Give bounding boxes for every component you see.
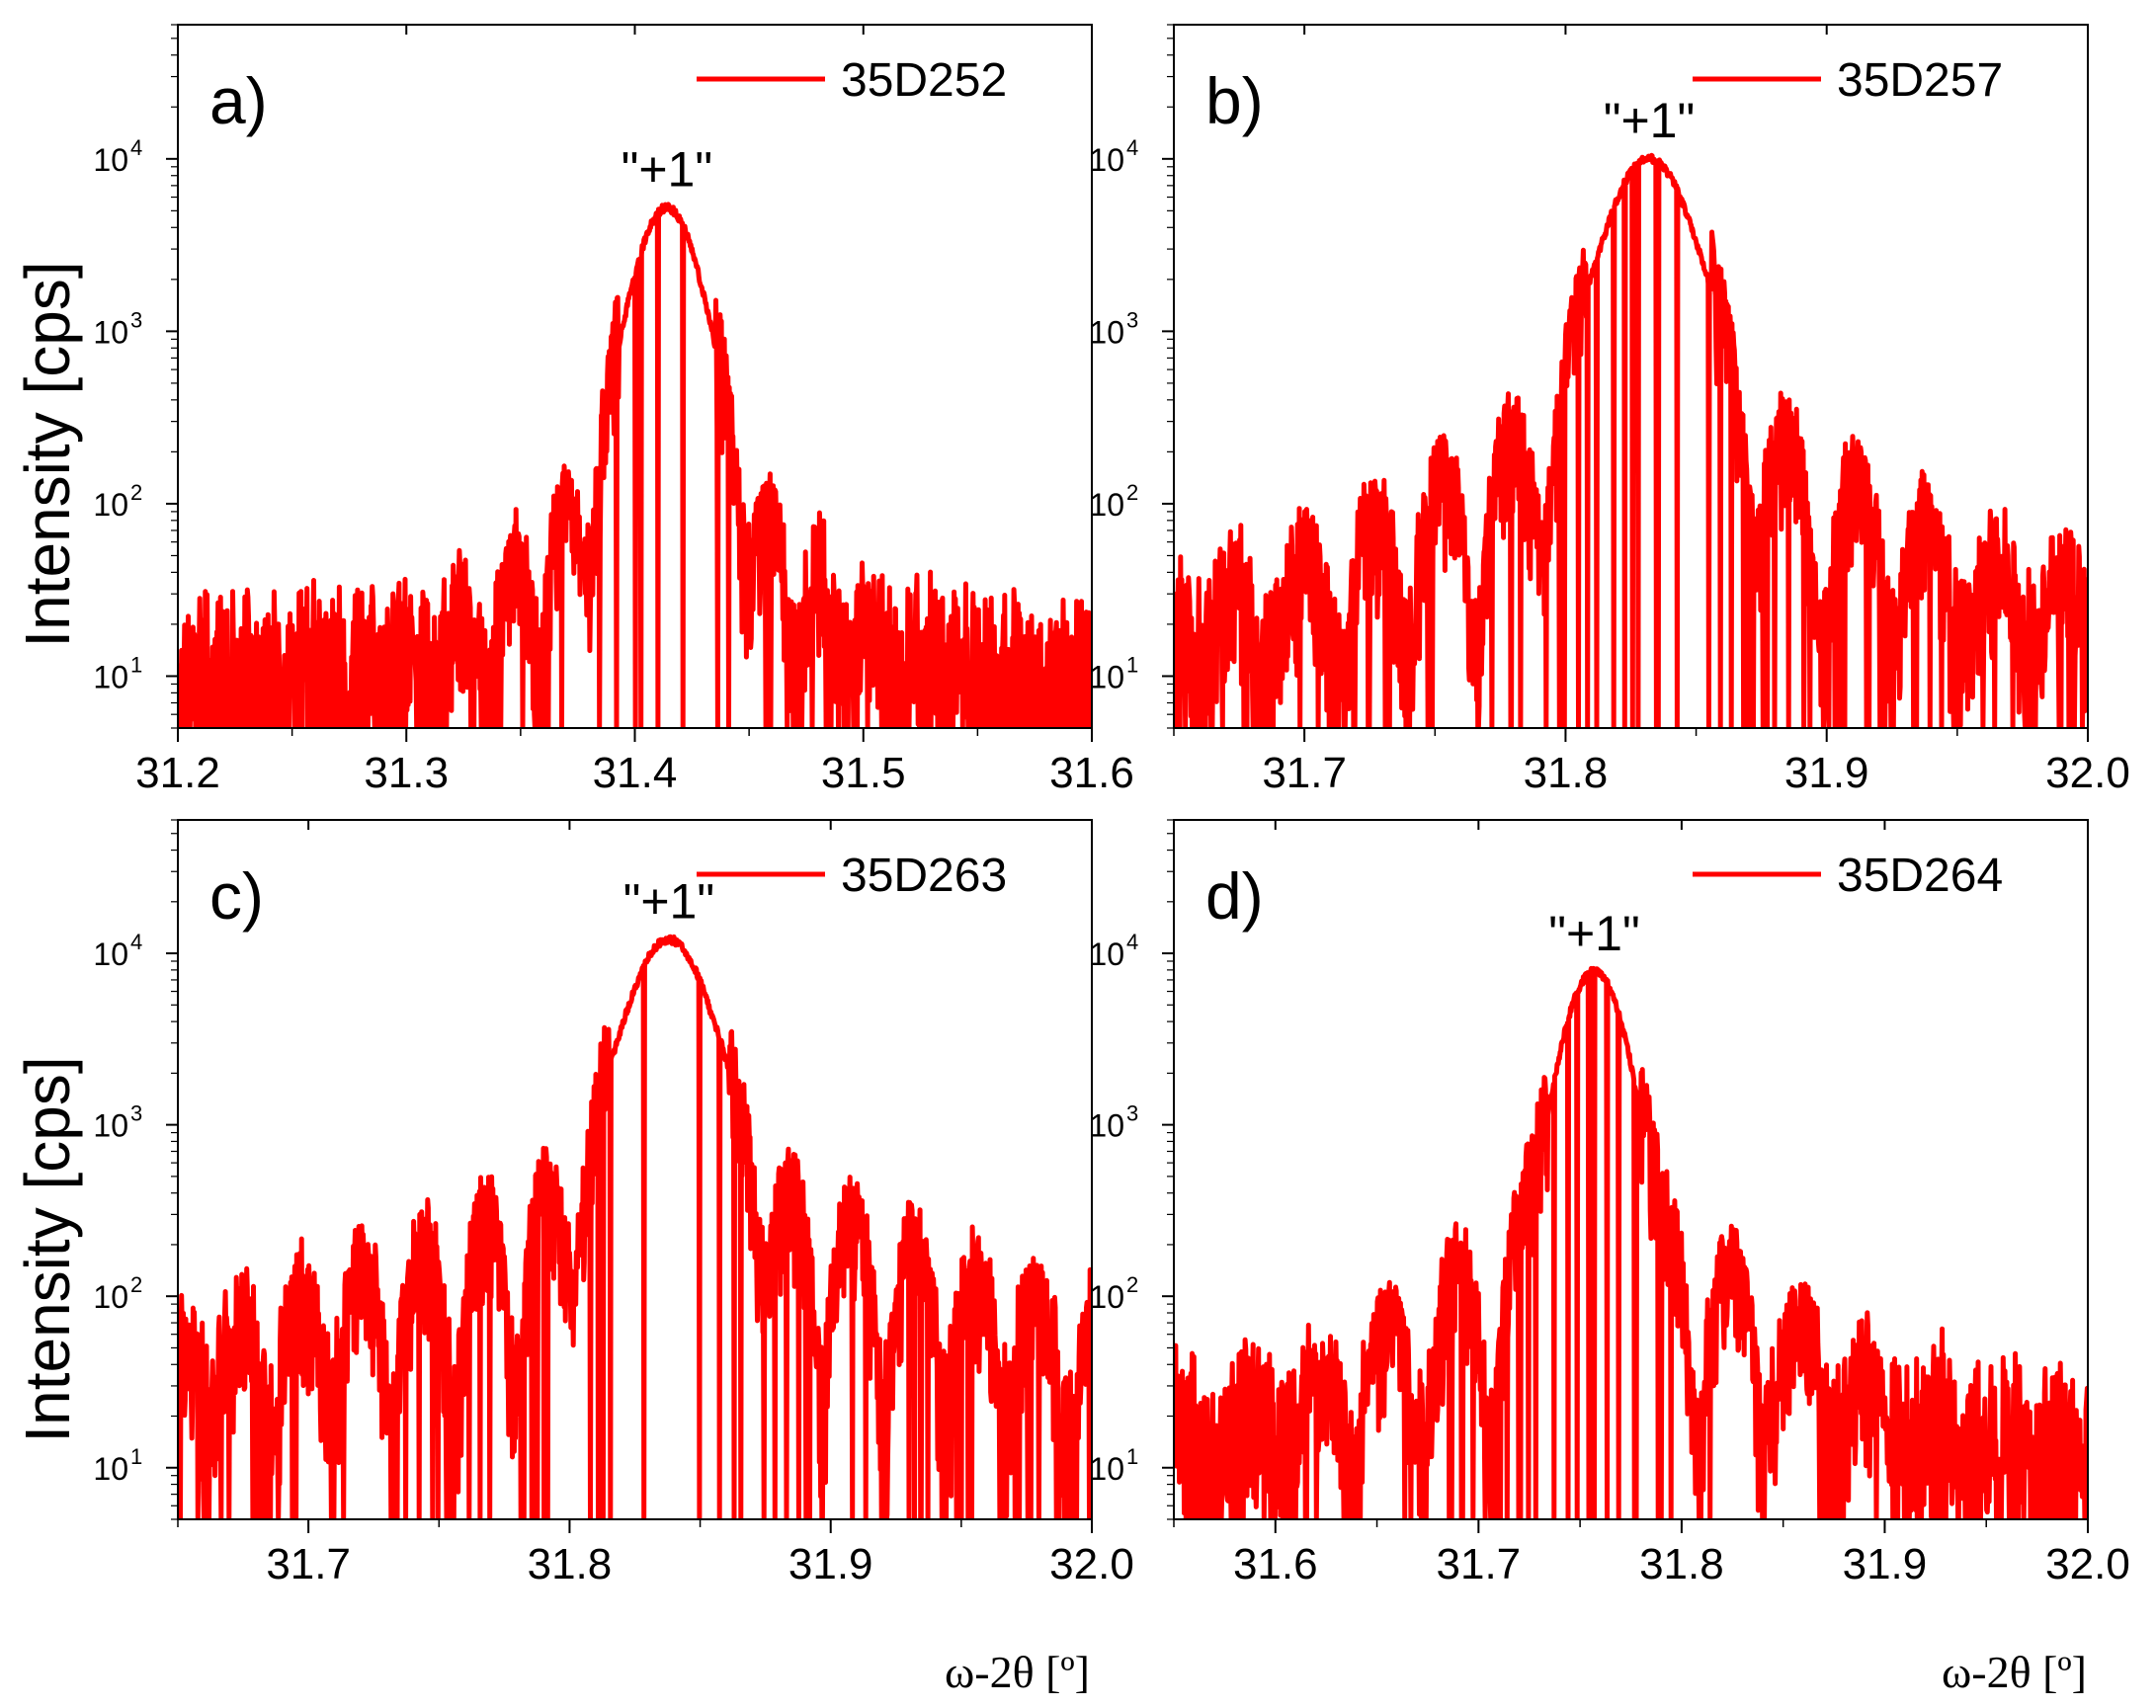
- y-tick-exponent: 1: [130, 1444, 142, 1469]
- y-tick-label: 10: [1089, 936, 1124, 972]
- plot-frame: [1173, 24, 2089, 729]
- y-tick-label: 10: [93, 314, 128, 350]
- y-tick-exponent: 4: [1126, 930, 1138, 954]
- y-tick-label: 10: [1089, 142, 1124, 178]
- data-series-line: [1174, 152, 2088, 728]
- y-tick-exponent: 2: [130, 1272, 142, 1297]
- peak-annotation: "+1": [1604, 93, 1696, 148]
- x-tick-label: 31.5: [821, 749, 906, 797]
- y-tick-exponent: 1: [1126, 1444, 1138, 1469]
- y-tick-exponent: 1: [130, 652, 142, 677]
- y-tick-exponent: 2: [1126, 480, 1138, 505]
- x-tick-label: 31.8: [1524, 749, 1609, 797]
- x-tick-label: 31.9: [1843, 1540, 1928, 1588]
- y-tick-label: 10: [93, 1451, 128, 1487]
- x-tick-label: 31.8: [1639, 1540, 1724, 1588]
- peak-annotation: "+1": [622, 141, 713, 197]
- panel-label: d): [1205, 859, 1264, 933]
- y-tick-label: 10: [1089, 1108, 1124, 1144]
- data-series-line: [178, 934, 1092, 1519]
- data-series-line: [1174, 965, 2088, 1519]
- legend-label: 35D263: [841, 850, 1007, 902]
- x-tick-label: 31.9: [788, 1540, 873, 1588]
- data-series-line: [178, 202, 1092, 728]
- y-tick-exponent: 3: [1126, 1101, 1138, 1126]
- x-tick-label: 31.2: [135, 749, 220, 797]
- y-tick-exponent: 4: [130, 930, 142, 954]
- y-tick-label: 10: [1089, 1279, 1124, 1315]
- y-tick-label: 10: [1089, 487, 1124, 523]
- x-tick-label: 31.3: [364, 749, 449, 797]
- y-axis-label-bottom: Intensity [cps]: [12, 1056, 83, 1442]
- x-tick-label: 32.0: [2045, 1540, 2130, 1588]
- y-tick-exponent: 3: [130, 307, 142, 332]
- x-axis-label-right: ω-2θ [º]: [1942, 1647, 2087, 1697]
- panel-label: b): [1205, 64, 1264, 137]
- x-tick-label: 31.7: [1262, 749, 1347, 797]
- peak-annotation: "+1": [623, 873, 715, 929]
- y-tick-label: 10: [93, 936, 128, 972]
- y-tick-exponent: 2: [1126, 1272, 1138, 1297]
- plot-frame: [177, 819, 1093, 1520]
- peak-annotation: "+1": [1548, 906, 1640, 961]
- y-tick-label: 10: [1089, 659, 1124, 694]
- x-tick-label: 31.7: [1437, 1540, 1522, 1588]
- y-tick-label: 10: [1089, 1451, 1124, 1487]
- legend-label: 35D264: [1837, 850, 2003, 902]
- y-tick-exponent: 3: [130, 1101, 142, 1126]
- y-tick-exponent: 4: [1126, 135, 1138, 160]
- x-tick-label: 31.7: [266, 1540, 351, 1588]
- y-tick-exponent: 3: [1126, 307, 1138, 332]
- x-tick-label: 31.6: [1233, 1540, 1318, 1588]
- y-tick-label: 10: [93, 1108, 128, 1144]
- x-tick-label: 31.6: [1049, 749, 1134, 797]
- x-tick-label: 32.0: [2045, 749, 2130, 797]
- y-tick-label: 10: [93, 142, 128, 178]
- x-tick-label: 31.8: [528, 1540, 613, 1588]
- y-tick-label: 10: [93, 487, 128, 523]
- y-tick-label: 10: [93, 1279, 128, 1315]
- y-tick-exponent: 1: [1126, 652, 1138, 677]
- legend-label: 35D257: [1837, 54, 2003, 107]
- y-tick-exponent: 4: [130, 135, 142, 160]
- panel-label: c): [209, 859, 264, 933]
- plot-frame: [1173, 819, 2089, 1520]
- y-axis-label-top: Intensity [cps]: [12, 261, 83, 647]
- x-tick-label: 31.9: [1784, 749, 1869, 797]
- x-tick-label: 32.0: [1049, 1540, 1134, 1588]
- y-tick-label: 10: [93, 659, 128, 694]
- x-tick-label: 31.4: [593, 749, 678, 797]
- y-tick-exponent: 2: [130, 480, 142, 505]
- x-axis-label-left: ω-2θ [º]: [945, 1647, 1090, 1697]
- y-tick-label: 10: [1089, 314, 1124, 350]
- legend-label: 35D252: [841, 54, 1007, 107]
- panel-label: a): [209, 64, 268, 137]
